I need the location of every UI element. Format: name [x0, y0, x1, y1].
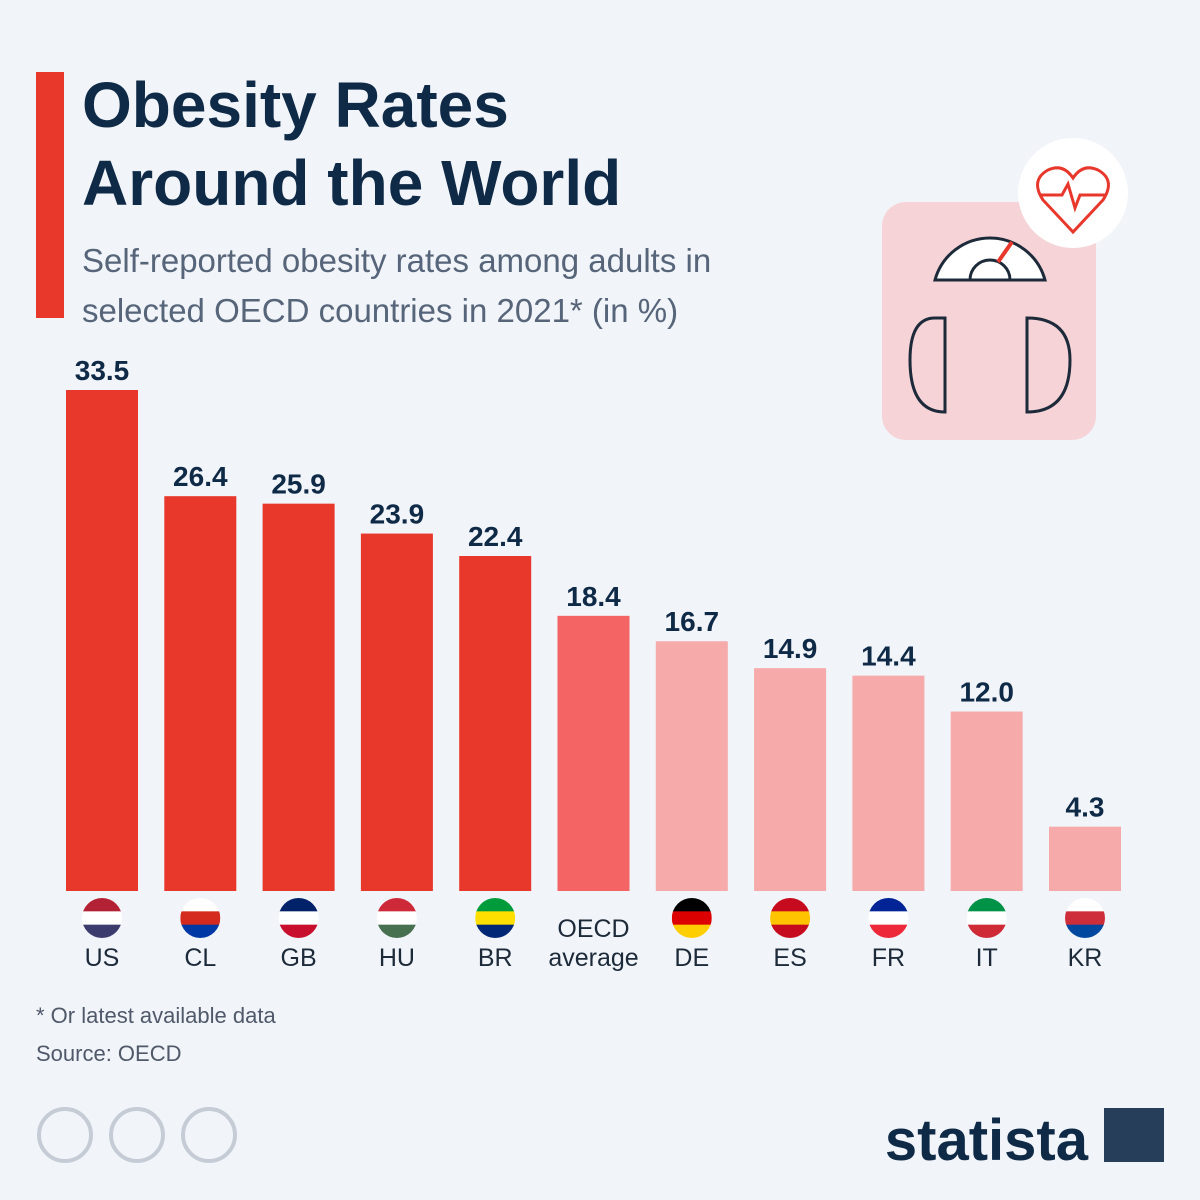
chart-subtitle: Self-reported obesity rates among adults… — [82, 242, 712, 329]
flag — [180, 898, 221, 938]
license-icons — [37, 1107, 237, 1163]
x-tick-label: OECD average — [548, 915, 639, 972]
flag — [82, 898, 122, 938]
flag — [1065, 898, 1105, 938]
value-label: 18.4 — [566, 581, 621, 612]
value-label: 23.9 — [370, 499, 425, 530]
x-tick-label: CL — [184, 944, 217, 972]
chart-title: Obesity Rates Around the World — [82, 69, 622, 219]
x-tick-label: FR — [871, 944, 906, 972]
bar — [1049, 826, 1121, 891]
flag — [278, 898, 319, 938]
bar — [950, 711, 1023, 891]
value-label: 26.4 — [173, 461, 228, 492]
flag — [376, 898, 417, 938]
flag — [966, 898, 1007, 938]
flag — [671, 898, 712, 938]
bar — [66, 390, 138, 891]
bar — [459, 556, 532, 891]
bar — [754, 668, 827, 891]
x-tick-label: HU — [378, 944, 415, 972]
brand-logo — [1104, 1108, 1164, 1162]
x-tick-label: KR — [1067, 944, 1103, 972]
x-tick-label: GB — [280, 944, 317, 972]
value-label: 16.7 — [665, 606, 720, 637]
flag — [770, 898, 811, 938]
bar — [262, 503, 335, 891]
value-label: 22.4 — [468, 521, 523, 552]
bar — [655, 641, 728, 891]
scale-illustration — [882, 138, 1128, 440]
brand: statista — [885, 1108, 1089, 1173]
footnote: * Or latest available data — [36, 1003, 276, 1028]
bar — [557, 615, 630, 891]
x-tick-label: IT — [975, 944, 998, 972]
value-label: 25.9 — [271, 469, 326, 500]
bar — [164, 496, 237, 891]
accent-bar — [36, 72, 64, 318]
flag — [868, 898, 909, 938]
x-tick-label: ES — [773, 944, 807, 972]
value-label: 33.5 — [75, 355, 130, 386]
value-label: 4.3 — [1066, 792, 1105, 823]
source: Source: OECD — [36, 1041, 182, 1066]
flag — [475, 898, 516, 938]
bar — [360, 533, 433, 891]
value-label: 14.4 — [861, 641, 916, 672]
x-tick-label: BR — [477, 944, 513, 972]
value-label: 12.0 — [959, 677, 1014, 708]
x-tick-label: US — [84, 944, 120, 972]
bar — [852, 675, 925, 891]
x-tick-label: DE — [674, 944, 710, 972]
value-label: 14.9 — [763, 633, 818, 664]
